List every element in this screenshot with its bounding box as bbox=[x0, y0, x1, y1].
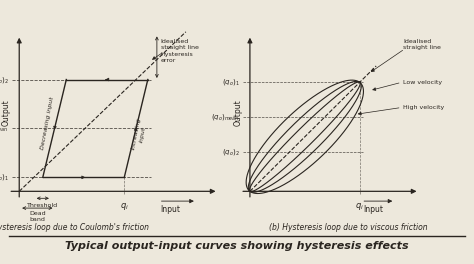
Text: $q_i$: $q_i$ bbox=[355, 201, 364, 212]
Text: $(q_o)_1$: $(q_o)_1$ bbox=[0, 172, 9, 182]
Text: Idealised
straight line: Idealised straight line bbox=[403, 39, 441, 50]
Text: Input: Input bbox=[363, 205, 383, 214]
Text: Hysteresis
error: Hysteresis error bbox=[161, 52, 193, 63]
Text: Output: Output bbox=[234, 100, 243, 126]
Text: Idealised
straight line: Idealised straight line bbox=[161, 39, 199, 50]
Text: $(q_o)_2$: $(q_o)_2$ bbox=[222, 147, 240, 157]
Text: Typical output-input curves showing hysteresis effects: Typical output-input curves showing hyst… bbox=[65, 241, 409, 251]
Text: Low velocity: Low velocity bbox=[403, 80, 442, 85]
Text: (b) Hysteresis loop due to viscous friction: (b) Hysteresis loop due to viscous frict… bbox=[269, 223, 428, 232]
Text: $(q_o)_{mean}$: $(q_o)_{mean}$ bbox=[0, 124, 9, 133]
Text: Input: Input bbox=[161, 205, 181, 214]
Text: (a) Hysteresis loop due to Coulomb's friction: (a) Hysteresis loop due to Coulomb's fri… bbox=[0, 223, 149, 232]
Text: $(q_o)_2$: $(q_o)_2$ bbox=[0, 74, 9, 84]
Text: Output: Output bbox=[2, 100, 11, 126]
Text: Threshold: Threshold bbox=[27, 202, 58, 208]
Text: $(q_o)_{mean}$: $(q_o)_{mean}$ bbox=[211, 112, 240, 122]
Text: $(q_o)_1$: $(q_o)_1$ bbox=[222, 77, 240, 87]
Text: Dead
band: Dead band bbox=[29, 211, 46, 222]
Text: High velocity: High velocity bbox=[403, 105, 445, 110]
Text: $q_i$: $q_i$ bbox=[120, 201, 129, 212]
Text: Decreasing input: Decreasing input bbox=[40, 96, 55, 150]
Text: Increasing
input: Increasing input bbox=[131, 117, 148, 151]
